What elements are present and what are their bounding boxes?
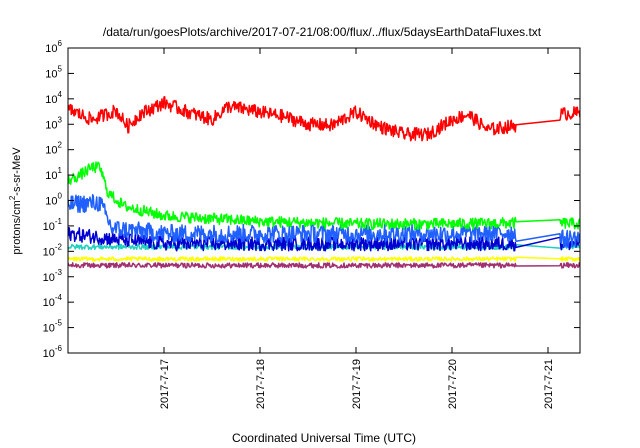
- y-tick-label: 102: [45, 141, 62, 157]
- y-tick-label: 10-3: [43, 268, 63, 284]
- y-tick-label: 10-4: [43, 293, 63, 309]
- y-tick-exponent: -6: [55, 344, 63, 353]
- y-tick-base: 10: [45, 145, 57, 157]
- series-layer: [68, 96, 580, 269]
- y-tick-label: 10-6: [43, 344, 63, 360]
- x-tick-label: 2017-7-18: [255, 359, 267, 409]
- y-tick-exponent: 3: [58, 115, 63, 124]
- y-tick-label: 10-5: [43, 319, 63, 335]
- y-tick-base: 10: [45, 94, 57, 106]
- flux-series-line: [68, 193, 580, 248]
- x-tick-label: 2017-7-19: [351, 359, 363, 409]
- y-tick-base: 10: [43, 297, 55, 309]
- y-tick-label: 103: [45, 115, 62, 131]
- y-tick-base: 10: [45, 119, 57, 131]
- y-tick-base: 10: [43, 348, 55, 360]
- chart-title: /data/run/goesPlots/archive/2017-07-21/0…: [103, 25, 542, 39]
- y-tick-exponent: -3: [55, 268, 63, 277]
- y-axis-label-main: protons/cm: [11, 200, 23, 254]
- y-tick-base: 10: [45, 68, 57, 80]
- y-tick-label: 10-1: [43, 217, 63, 233]
- plot-frame: [67, 47, 581, 354]
- tick-marks: [68, 47, 580, 354]
- x-axis-label: Coordinated Universal Time (UTC): [232, 431, 416, 445]
- y-tick-label: 101: [45, 166, 62, 182]
- y-tick-exponent: 0: [58, 192, 63, 201]
- x-tick-label: 2017-7-20: [447, 359, 459, 409]
- y-tick-base: 10: [45, 170, 57, 182]
- y-tick-exponent: -1: [55, 217, 63, 226]
- y-tick-label: 104: [45, 90, 62, 106]
- y-tick-exponent: -2: [55, 242, 63, 251]
- y-axis-label-superscript: 2: [8, 195, 17, 200]
- y-axis-label: protons/cm2-s-sr-MeV: [8, 147, 23, 255]
- y-tick-exponent: -5: [55, 319, 63, 328]
- y-tick-exponent: 4: [58, 90, 63, 99]
- y-tick-exponent: 5: [58, 64, 63, 73]
- y-tick-labels: 10-610-510-410-310-210-11001011021031041…: [43, 39, 63, 360]
- y-tick-base: 10: [43, 221, 55, 233]
- y-tick-label: 10-2: [43, 242, 63, 258]
- x-tick-labels: 2017-7-17 2017-7-18 2017-7-19 2017-7-20 2017…: [159, 359, 555, 409]
- flux-series-line: [68, 262, 580, 269]
- flux-series-line: [68, 256, 580, 262]
- flux-series-line: [68, 96, 580, 142]
- y-tick-exponent: 2: [58, 141, 63, 150]
- y-tick-exponent: 1: [58, 166, 63, 175]
- y-tick-base: 10: [45, 196, 57, 208]
- y-tick-label: 100: [45, 192, 62, 208]
- y-tick-base: 10: [43, 246, 55, 258]
- x-tick-label: 2017-7-17: [159, 359, 171, 409]
- y-tick-exponent: -4: [55, 293, 63, 302]
- y-tick-base: 10: [45, 43, 57, 55]
- y-tick-label: 105: [45, 64, 62, 80]
- flux-series-line: [68, 161, 580, 231]
- x-tick-label: 2017-7-21: [543, 359, 555, 409]
- y-tick-label: 106: [45, 39, 62, 55]
- y-axis-label-tail: -s-sr-MeV: [11, 147, 23, 196]
- y-tick-base: 10: [43, 272, 55, 284]
- y-tick-exponent: 6: [58, 39, 63, 48]
- y-tick-base: 10: [43, 323, 55, 335]
